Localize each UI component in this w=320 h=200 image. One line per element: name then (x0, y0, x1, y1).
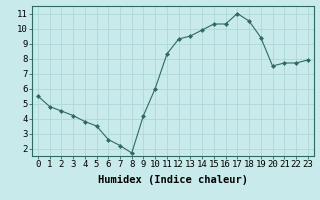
X-axis label: Humidex (Indice chaleur): Humidex (Indice chaleur) (98, 175, 248, 185)
